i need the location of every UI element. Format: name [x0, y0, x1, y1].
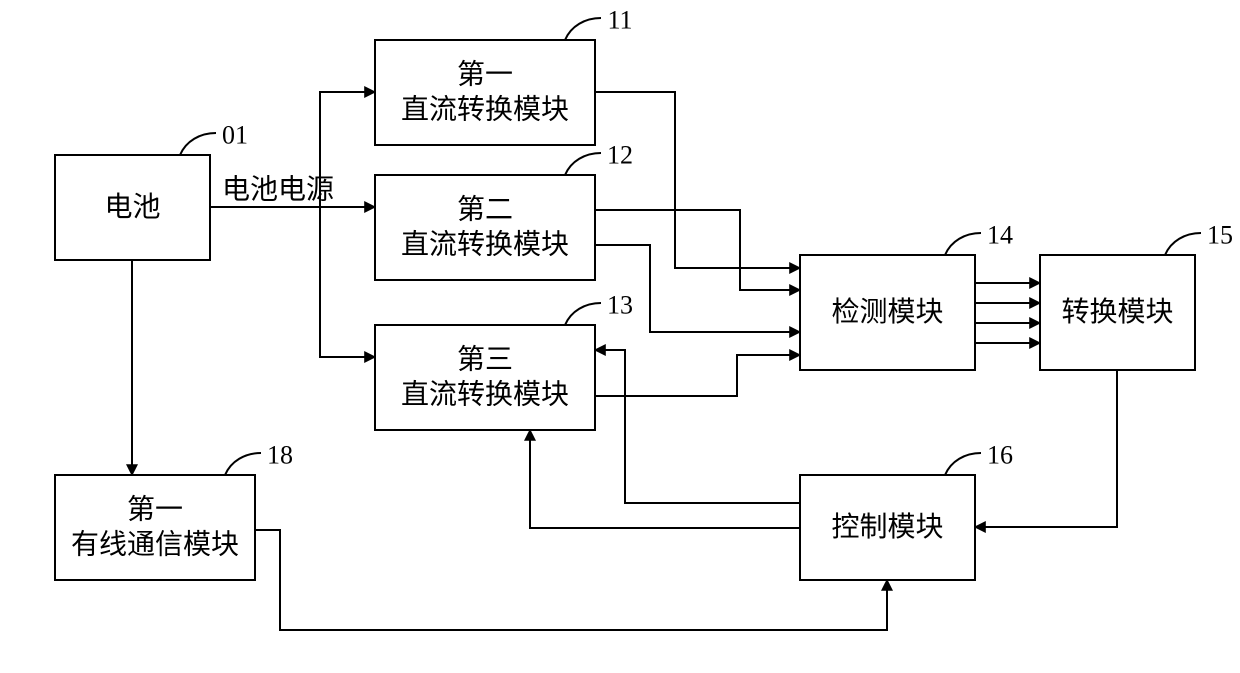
node-label: 01	[222, 121, 248, 150]
callout-hook	[945, 453, 981, 475]
node-convert: 转换模块 15	[1040, 221, 1233, 371]
node-label: 18	[267, 441, 293, 470]
node-dc2: 第二直流转换模块 12	[375, 141, 633, 281]
edge	[595, 350, 800, 503]
callout-hook	[565, 18, 601, 40]
callout-hook	[1165, 233, 1201, 255]
edge	[595, 92, 800, 268]
node-label: 12	[607, 141, 633, 170]
node-label: 11	[607, 6, 632, 35]
node-text: 直流转换模块	[401, 94, 569, 126]
node-text: 第三	[457, 344, 513, 376]
edge	[320, 207, 375, 357]
callout-hook	[565, 153, 601, 175]
node-text: 第一	[127, 494, 183, 526]
callout-hook	[565, 303, 601, 325]
node-text: 第一	[457, 59, 513, 91]
node-control: 控制模块 16	[800, 441, 1013, 581]
node-dc1: 第一直流转换模块 11	[375, 6, 633, 146]
node-text: 第二	[457, 194, 513, 226]
node-text: 直流转换模块	[401, 379, 569, 411]
node-label: 14	[987, 221, 1013, 250]
node-text: 控制模块	[831, 511, 943, 543]
node-label: 13	[607, 291, 633, 320]
node-text: 直流转换模块	[401, 229, 569, 261]
edge	[595, 210, 800, 290]
node-text: 有线通信模块	[71, 529, 239, 561]
node-detect: 检测模块 14	[800, 221, 1013, 371]
edge	[530, 430, 800, 528]
edge	[255, 530, 887, 630]
node-wired: 第一有线通信模块 18	[55, 441, 293, 581]
node-label: 15	[1207, 221, 1233, 250]
node-text: 检测模块	[831, 296, 943, 328]
callout-hook	[225, 453, 261, 475]
node-text: 电池	[104, 191, 160, 223]
edge-label: 电池电源	[222, 174, 334, 206]
node-label: 16	[987, 441, 1013, 470]
callout-hook	[945, 233, 981, 255]
callout-hook	[180, 133, 216, 155]
node-battery: 电池 01	[55, 121, 248, 261]
node-dc3: 第三直流转换模块 13	[375, 291, 633, 431]
node-text: 转换模块	[1061, 296, 1173, 328]
